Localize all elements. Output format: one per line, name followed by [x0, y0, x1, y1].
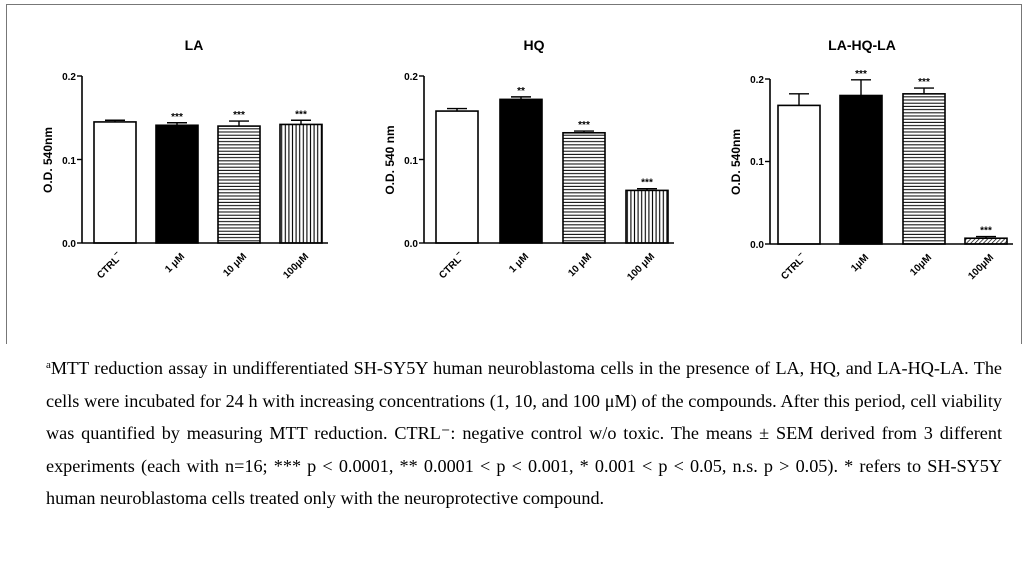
chart-panel-la: LA O.D. 540nm 0.0 0.1 0.2 CTRL− *** 1 μM **… [41, 37, 328, 281]
category-superscript: − [795, 249, 805, 259]
bar-1 [93, 121, 137, 244]
x-category-label: 100μM [966, 252, 996, 282]
category-superscript: − [111, 248, 121, 258]
y-tick-label: 0.2 [404, 72, 418, 83]
y-tick-label: 0.0 [404, 239, 418, 250]
caption-superscript: a [46, 359, 51, 371]
y-tick-label: 0.2 [62, 72, 76, 83]
significance-label: ** [517, 86, 525, 97]
chart-panel-la-hq-la: LA-HQ-LA O.D. 540nm 0.0 0.1 0.2 CTRL− ***… [729, 37, 1013, 282]
x-category-label: 1 μM [507, 251, 531, 275]
bar-3 [217, 125, 261, 244]
bar-4 [625, 189, 669, 244]
y-tick-label: 0.1 [62, 156, 76, 167]
significance-label: *** [295, 109, 307, 120]
significance-label: *** [578, 120, 590, 131]
significance-label: *** [171, 112, 183, 123]
category-superscript: − [453, 248, 463, 258]
significance-label: *** [855, 69, 867, 80]
y-axis-label: O.D. 540nm [729, 129, 743, 195]
bar-3 [562, 131, 606, 244]
x-category-label: 100 μM [625, 251, 657, 283]
chart-title: LA-HQ-LA [828, 37, 896, 53]
x-category-label: 1 μM [163, 251, 187, 275]
x-category-label: CTRL− [776, 249, 809, 282]
bar-3 [902, 93, 946, 245]
caption-text: MTT reduction assay in undifferentiated … [46, 358, 1002, 508]
bar-1 [435, 110, 479, 244]
chart-title: HQ [524, 37, 545, 53]
significance-label: *** [980, 226, 992, 237]
figure-frame [6, 4, 1022, 344]
y-tick-label: 0.0 [750, 240, 764, 251]
bar-1 [777, 104, 821, 245]
y-tick-label: 0.1 [404, 156, 418, 167]
bar-2 [155, 124, 199, 244]
significance-label: *** [641, 178, 653, 189]
bar-4 [279, 123, 323, 244]
bar-4 [964, 237, 1008, 245]
x-category-label: CTRL− [92, 248, 125, 281]
x-category-label: 100μM [281, 251, 311, 281]
significance-label: *** [918, 77, 930, 88]
x-category-label: 10μM [908, 252, 934, 278]
y-tick-label: 0.1 [750, 157, 764, 168]
y-tick-label: 0.0 [62, 239, 76, 250]
bar-2 [839, 94, 883, 245]
chart-title: LA [185, 37, 204, 53]
y-axis-label: O.D. 540nm [41, 127, 55, 193]
charts-area: LA O.D. 540nm 0.0 0.1 0.2 CTRL− *** 1 μM **… [41, 37, 1013, 283]
y-tick-label: 0.2 [750, 75, 764, 86]
x-category-label: 1μM [849, 252, 871, 274]
y-axis-label: O.D. 540 nm [383, 125, 397, 194]
x-category-label: CTRL− [434, 248, 467, 281]
bar-2 [499, 98, 543, 244]
chart-panel-hq: HQ O.D. 540 nm 0.0 0.1 0.2 CTRL− ** 1 μM **… [383, 37, 674, 283]
x-category-label: 10 μM [566, 251, 594, 279]
figure-caption: aMTT reduction assay in undifferentiated… [46, 352, 1002, 515]
x-category-label: 10 μM [221, 251, 249, 279]
significance-label: *** [233, 110, 245, 121]
